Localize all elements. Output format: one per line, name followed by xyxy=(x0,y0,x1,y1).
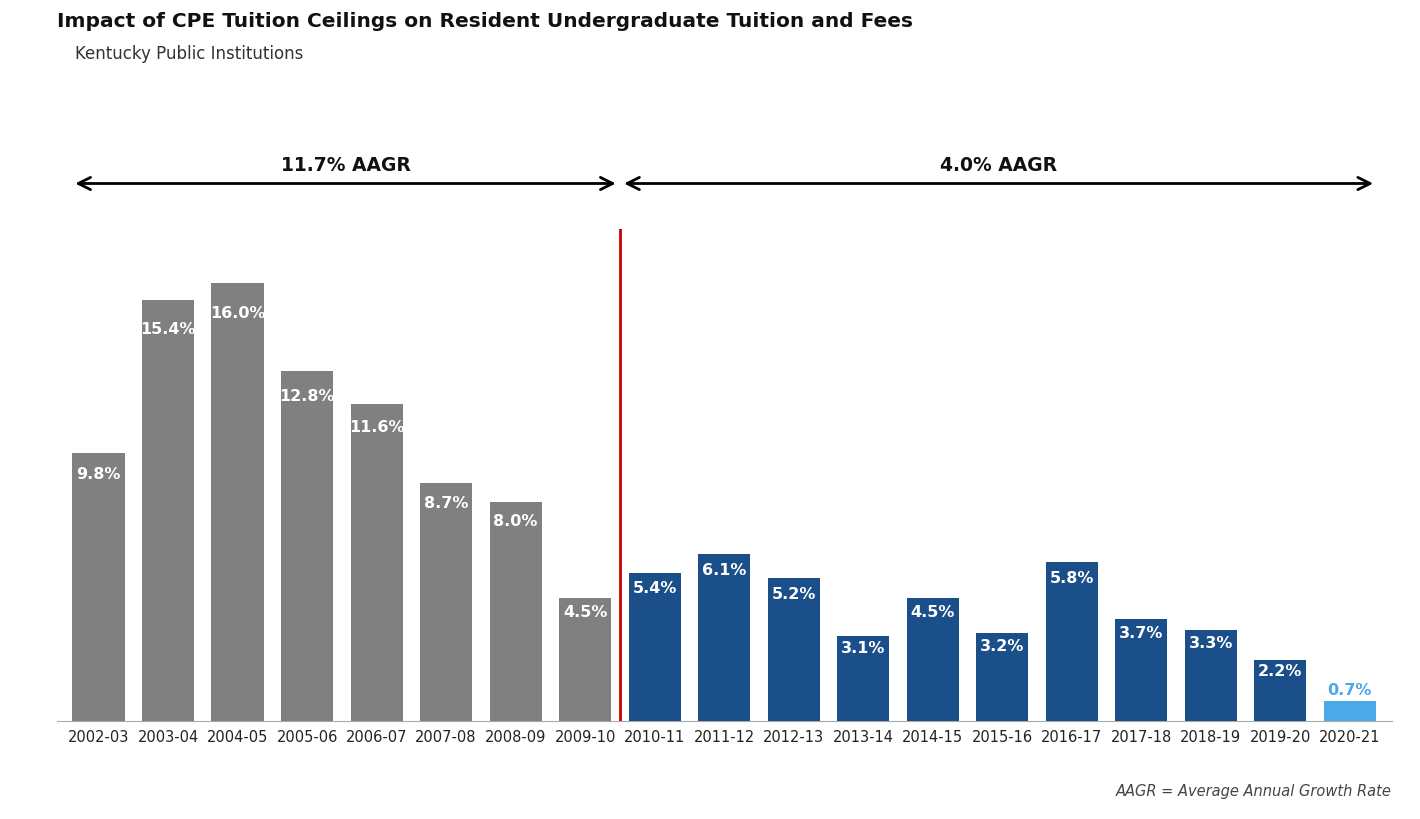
Bar xyxy=(907,598,958,721)
Text: Impact of CPE Tuition Ceilings on Resident Undergraduate Tuition and Fees: Impact of CPE Tuition Ceilings on Reside… xyxy=(57,12,913,31)
Text: 2.2%: 2.2% xyxy=(1258,663,1302,679)
Text: 16.0%: 16.0% xyxy=(210,305,266,321)
Text: 12.8%: 12.8% xyxy=(280,389,335,404)
Text: 4.5%: 4.5% xyxy=(562,604,608,619)
Bar xyxy=(1115,620,1167,721)
Text: 15.4%: 15.4% xyxy=(141,321,196,337)
Bar xyxy=(838,636,889,721)
Bar xyxy=(72,453,125,721)
Bar xyxy=(1323,702,1376,721)
Bar xyxy=(559,598,611,721)
Bar xyxy=(212,284,264,721)
Text: 11.7% AAGR: 11.7% AAGR xyxy=(281,156,410,174)
Text: AAGR = Average Annual Growth Rate: AAGR = Average Annual Growth Rate xyxy=(1116,784,1392,799)
Text: 3.1%: 3.1% xyxy=(841,640,886,655)
Bar xyxy=(420,483,473,721)
Bar xyxy=(351,404,403,721)
Bar xyxy=(1045,563,1098,721)
Text: 5.4%: 5.4% xyxy=(632,581,677,595)
Bar xyxy=(629,573,680,721)
Text: 8.0%: 8.0% xyxy=(494,514,538,528)
Text: Kentucky Public Institutions: Kentucky Public Institutions xyxy=(75,45,304,63)
Bar xyxy=(699,554,750,721)
Text: 8.7%: 8.7% xyxy=(425,495,469,510)
Text: 0.7%: 0.7% xyxy=(1328,682,1372,698)
Text: 3.3%: 3.3% xyxy=(1189,636,1233,650)
Bar xyxy=(976,633,1028,721)
Text: 9.8%: 9.8% xyxy=(77,467,121,482)
Text: 6.1%: 6.1% xyxy=(701,563,747,577)
Bar xyxy=(142,301,195,721)
Bar xyxy=(768,579,819,721)
Text: 3.2%: 3.2% xyxy=(980,638,1024,653)
Text: 5.2%: 5.2% xyxy=(771,586,816,601)
Text: 3.7%: 3.7% xyxy=(1119,625,1163,640)
Text: 4.0% AAGR: 4.0% AAGR xyxy=(940,156,1058,174)
Bar xyxy=(1184,631,1237,721)
Bar xyxy=(281,371,334,721)
Text: 11.6%: 11.6% xyxy=(349,420,405,435)
Text: 4.5%: 4.5% xyxy=(910,604,956,619)
Text: 5.8%: 5.8% xyxy=(1049,570,1093,586)
Bar xyxy=(1254,661,1306,721)
Bar xyxy=(490,502,541,721)
